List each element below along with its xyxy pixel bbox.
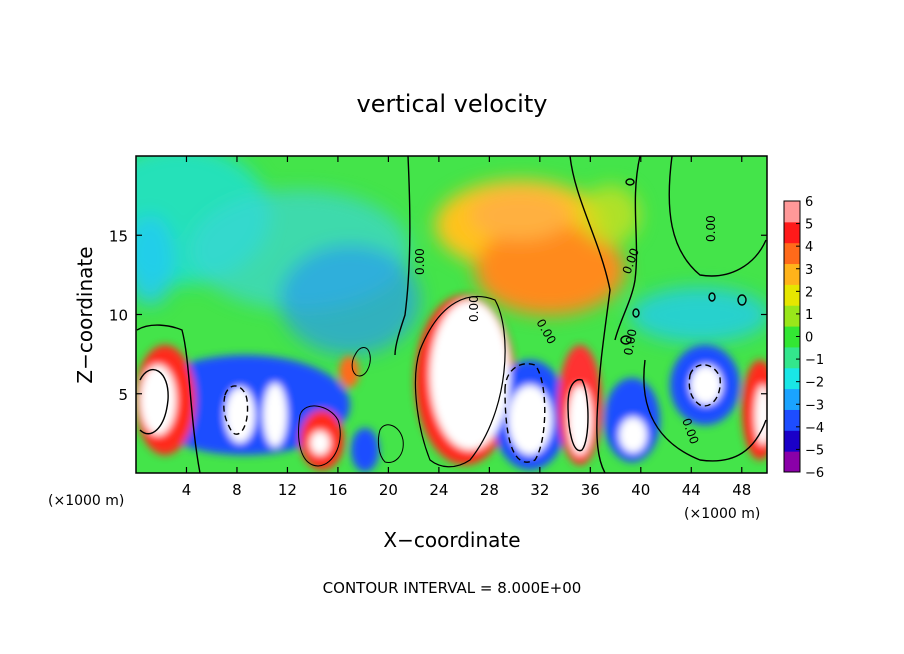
contour-label: 0.00: [467, 295, 481, 322]
colorbar-swatch: [784, 284, 800, 306]
colorbar-tick-label: 3: [805, 263, 813, 278]
contour-interval: CONTOUR INTERVAL = 8.000E+00: [323, 579, 582, 597]
x-tick-label: 32: [530, 481, 549, 499]
colorbar-tick-label: −2: [805, 376, 824, 391]
colorbar-tick-label: 2: [805, 285, 813, 300]
colorbar-tick-label: 6: [805, 195, 813, 210]
colorbar-swatch: [784, 221, 800, 244]
x-tick-label: 36: [581, 481, 600, 499]
colorbar-swatch: [784, 388, 800, 410]
x-axis-label: X−coordinate: [383, 528, 520, 552]
colorbar-tick-label: −1: [805, 353, 824, 368]
colorbar-tick-label: −4: [805, 421, 824, 436]
contour-lines: [136, 156, 767, 473]
colorbar-swatch: [784, 430, 800, 452]
contour-label: 0.00: [413, 248, 427, 275]
colorbar-swatch: [784, 242, 800, 265]
colorbar-tick-label: 5: [805, 218, 813, 233]
x-tick-label: 16: [328, 481, 347, 499]
plot-area: [136, 156, 767, 473]
y-axis-ticks: 5 10 15: [109, 227, 767, 404]
x-tick-label: 40: [631, 481, 650, 499]
colorbar-tick-label: 4: [805, 240, 813, 255]
x-unit-left: (×1000 m): [48, 493, 124, 509]
colorbar-swatch: [784, 346, 800, 369]
x-tick-label: 24: [429, 481, 448, 499]
colorbar-tick-label: −3: [805, 398, 824, 413]
colorbar-swatch: [784, 263, 800, 285]
x-tick-label: 48: [732, 481, 751, 499]
colorbar-swatch: [784, 305, 800, 327]
field-lower: [136, 295, 767, 472]
contour-label: 0.00: [621, 328, 639, 357]
colorbar-swatch: [784, 201, 800, 223]
y-tick-label: 5: [118, 386, 128, 404]
y-tick-label: 15: [109, 227, 128, 245]
colorbar: 6 5 4 3 2 1 0 −1 −2 −3 −4 −5 −6: [783, 195, 824, 481]
x-tick-label: 44: [682, 481, 701, 499]
y-tick-label: 10: [109, 307, 128, 325]
x-tick-label: 28: [480, 481, 499, 499]
colorbar-tick-label: 0: [805, 331, 813, 346]
colorbar-tick-label: −5: [805, 443, 824, 458]
x-tick-label: 20: [379, 481, 398, 499]
x-unit-right: (×1000 m): [684, 506, 760, 522]
colorbar-tick-label: 1: [805, 308, 813, 323]
y-axis-label: Z−coordinate: [73, 246, 97, 383]
contour-label: 0.00: [704, 215, 718, 242]
x-tick-label: 12: [278, 481, 297, 499]
field-upper: [136, 156, 767, 355]
x-tick-label: 8: [232, 481, 242, 499]
x-axis-ticks: 4 8 12 16 20 24 28 32 36 40 44 48: [182, 156, 751, 499]
colorbar-swatch: [784, 367, 800, 390]
colorbar-swatch: [784, 451, 800, 473]
chart-title: vertical velocity: [357, 90, 548, 118]
x-tick-label: 4: [182, 481, 192, 499]
colorbar-swatch: [784, 409, 800, 431]
colorbar-swatch: [784, 326, 800, 348]
colorbar-tick-label: −6: [805, 466, 824, 481]
